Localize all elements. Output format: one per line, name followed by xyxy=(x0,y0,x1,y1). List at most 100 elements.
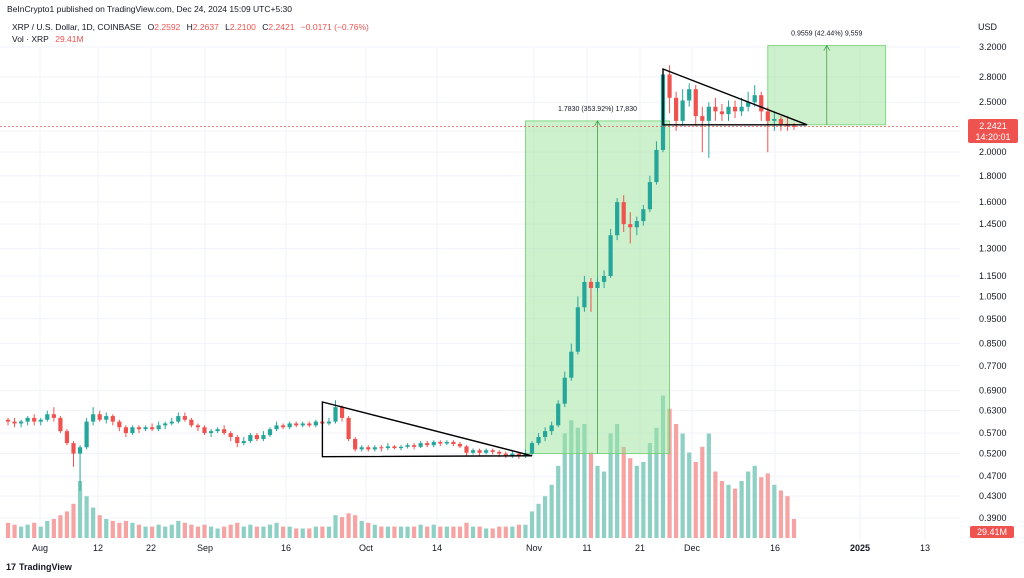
volume-bar xyxy=(444,526,449,538)
x-tick-label: 13 xyxy=(920,543,930,553)
candle xyxy=(516,453,521,456)
price-range-arrowhead xyxy=(823,44,831,51)
volume-bar xyxy=(451,526,456,538)
volume-bar xyxy=(326,526,332,538)
candle xyxy=(431,441,436,446)
volume-bar xyxy=(785,496,790,538)
y-tick-label: 0.5700 xyxy=(979,428,1007,438)
candle xyxy=(549,425,554,432)
candle xyxy=(97,414,102,420)
candle xyxy=(634,221,639,228)
candle xyxy=(732,106,738,112)
y-tick-label: 0.3900 xyxy=(979,513,1007,523)
candle xyxy=(372,447,377,450)
volume-bar xyxy=(202,524,207,538)
volume-bar xyxy=(287,526,292,538)
candle xyxy=(556,403,561,426)
candle xyxy=(641,209,646,222)
x-tick-label: 22 xyxy=(146,543,156,553)
volume-bar xyxy=(359,520,364,538)
candle xyxy=(405,445,410,447)
volume-bar xyxy=(457,526,463,538)
volume-bar xyxy=(51,519,56,538)
x-tick-label: Aug xyxy=(32,543,48,553)
volume-bar xyxy=(470,526,476,538)
candle xyxy=(130,427,135,434)
volume-bar xyxy=(189,524,194,538)
volume-legend: Vol · XRP 29.41M xyxy=(12,34,84,44)
high-value: 2.2637 xyxy=(192,22,219,32)
candle xyxy=(759,95,764,112)
candle xyxy=(765,111,770,121)
candle xyxy=(254,435,259,440)
volume-bar xyxy=(490,528,495,538)
candle xyxy=(778,118,783,124)
candle xyxy=(667,74,672,98)
y-tick-label: 2.8000 xyxy=(979,72,1007,82)
publisher-line: BeInCrypto1 published on TradingView.com… xyxy=(7,4,293,14)
volume-bar xyxy=(58,515,63,538)
volume-bar xyxy=(19,526,24,538)
volume-bar xyxy=(222,526,227,538)
y-tick-label: 0.9500 xyxy=(979,314,1007,324)
y-tick-label: 1.0500 xyxy=(979,291,1007,301)
candle xyxy=(19,421,24,424)
candle xyxy=(333,407,338,422)
candle xyxy=(601,276,607,282)
x-tick-label: 11 xyxy=(582,543,591,553)
x-tick-label: 2025 xyxy=(850,543,870,553)
candle xyxy=(136,427,142,430)
price-range-label: 1.7830 (353.92%) 17,830 xyxy=(558,106,637,113)
price-range-arrowhead xyxy=(594,120,601,127)
volume-bar xyxy=(372,524,377,538)
price-range-label: 0.9559 (42.44%) 9,559 xyxy=(791,31,862,38)
candle xyxy=(71,443,76,454)
candle xyxy=(392,446,397,449)
volume-bar xyxy=(274,522,279,538)
candle xyxy=(588,281,594,289)
volume-bar xyxy=(333,515,338,538)
x-tick-label: 14 xyxy=(432,543,442,553)
high-label: H xyxy=(186,22,193,32)
candle xyxy=(359,447,364,450)
volume-bar xyxy=(595,465,600,538)
volume-bar xyxy=(130,522,135,538)
y-tick-label: 1.6000 xyxy=(979,197,1007,207)
candle xyxy=(12,421,17,424)
x-tick-label: Dec xyxy=(684,543,701,553)
candle xyxy=(726,106,731,115)
volume-bar xyxy=(556,465,561,538)
x-tick-label: 16 xyxy=(770,543,780,553)
volume-bar xyxy=(228,524,233,538)
candle xyxy=(693,89,698,117)
y-tick-label: 0.6900 xyxy=(979,385,1007,395)
footer-brand: TradingView xyxy=(19,562,72,572)
volume-bar xyxy=(84,496,89,538)
volume-bar xyxy=(700,446,705,538)
volume-bar xyxy=(693,462,698,538)
volume-bar xyxy=(615,424,620,538)
candle xyxy=(412,445,417,447)
y-tick-label: 2.0000 xyxy=(979,147,1007,157)
volume-bar xyxy=(353,515,358,538)
candle xyxy=(143,427,148,430)
volume-bar xyxy=(123,520,128,538)
volume-bar xyxy=(254,526,259,538)
candle xyxy=(248,435,253,442)
volume-bar xyxy=(543,496,548,538)
symbol-legend: XRP / U.S. Dollar, 1D, COINBASE O2.2592 … xyxy=(12,22,369,32)
volume-bar xyxy=(339,517,345,538)
volume-bar xyxy=(195,526,201,538)
volume-bar xyxy=(136,524,142,538)
volume-bar xyxy=(732,488,738,538)
open-label: O xyxy=(147,22,155,32)
candle xyxy=(706,106,711,121)
volume-bar xyxy=(182,522,187,538)
volume-bar xyxy=(569,420,574,538)
candle xyxy=(117,421,122,428)
volume-bar xyxy=(739,481,744,538)
candle xyxy=(300,423,305,426)
candle xyxy=(176,416,181,422)
volume-bar xyxy=(713,471,718,538)
